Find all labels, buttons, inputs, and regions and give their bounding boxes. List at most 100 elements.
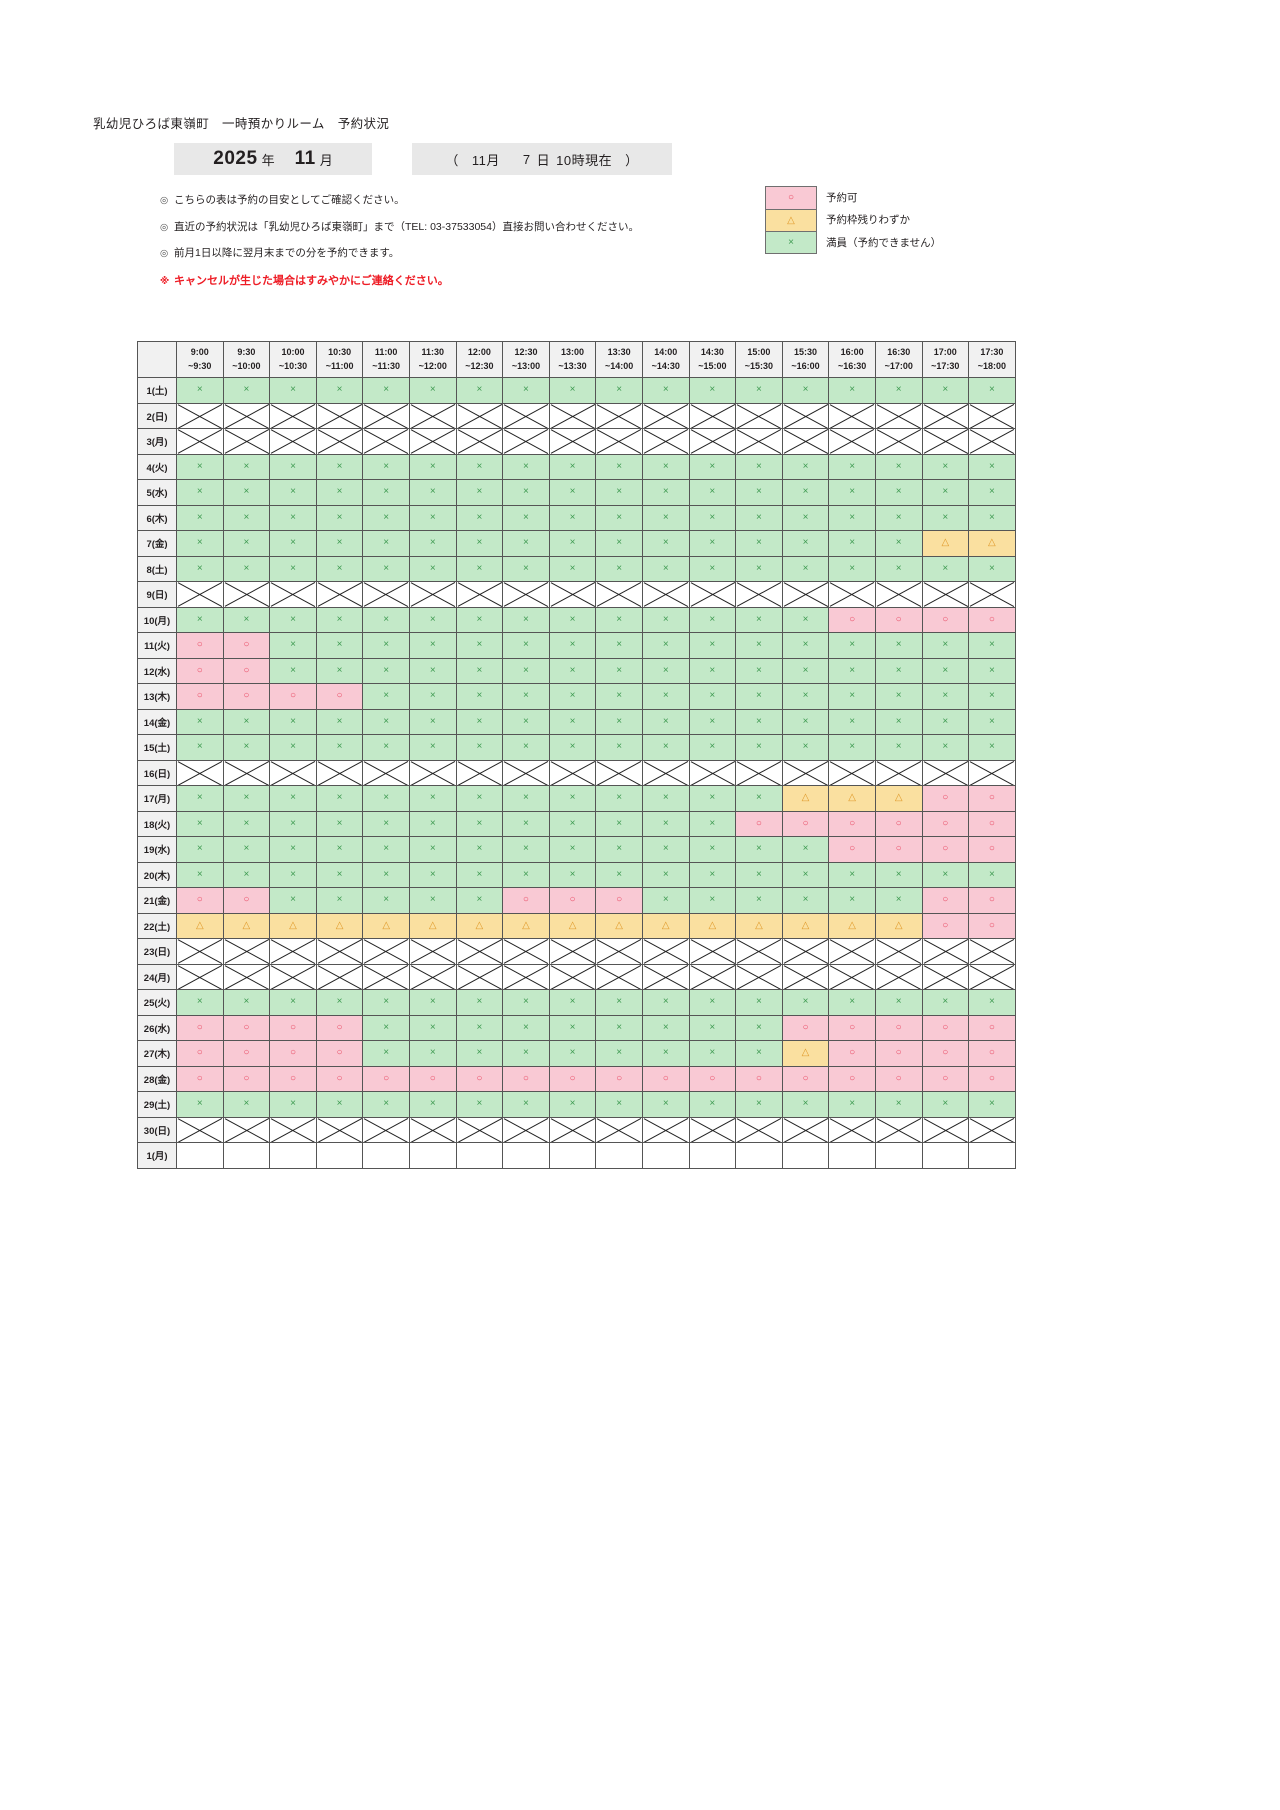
status-cell-available[interactable]: ○ [968,606,1016,633]
status-cell-limited[interactable]: △ [968,530,1016,557]
status-cell-limited[interactable]: △ [222,912,271,939]
status-cell-available[interactable]: ○ [269,1014,317,1041]
status-cell-available[interactable]: ○ [968,912,1016,939]
status-cell-available[interactable]: ○ [269,1065,317,1092]
status-cell-available[interactable]: ○ [269,1040,317,1067]
status-cell-limited[interactable]: △ [781,1040,830,1067]
status-cell-available[interactable]: ○ [921,1040,970,1067]
status-cell-available[interactable]: ○ [688,1065,737,1092]
status-cell-limited[interactable]: △ [176,912,224,939]
status-cell-available[interactable]: ○ [269,683,317,710]
status-cell-limited[interactable]: △ [502,912,550,939]
status-cell-available[interactable]: ○ [874,606,923,633]
status-cell-full: × [408,504,457,531]
status-cell-available[interactable]: ○ [315,1014,364,1041]
status-cell-available[interactable]: ○ [968,1014,1016,1041]
status-cell-available[interactable]: ○ [781,810,830,837]
status-cell-limited[interactable]: △ [781,912,830,939]
status-cell-limited[interactable]: △ [641,912,690,939]
status-cell-available[interactable]: ○ [968,1040,1016,1067]
status-cell-available[interactable]: ○ [222,1065,271,1092]
time-slot-start: 16:30 [887,347,911,358]
status-cell-available[interactable]: ○ [968,785,1016,812]
status-cell-closed [362,428,410,455]
status-cell-available[interactable]: ○ [828,836,876,863]
status-cell-limited[interactable]: △ [548,912,597,939]
status-cell-available[interactable]: ○ [828,810,876,837]
status-cell-available[interactable]: ○ [222,1040,271,1067]
status-cell-available[interactable]: ○ [595,887,643,914]
status-cell-limited[interactable]: △ [408,912,457,939]
status-cell-limited[interactable]: △ [828,912,876,939]
status-cell-full: × [735,1091,783,1118]
status-cell-limited[interactable]: △ [688,912,737,939]
status-cell-available[interactable]: ○ [781,1014,830,1041]
status-cell-available[interactable]: ○ [362,1065,410,1092]
status-cell-available[interactable]: ○ [548,887,597,914]
status-cell-available[interactable]: ○ [874,810,923,837]
status-cell-available[interactable]: ○ [921,606,970,633]
status-cell-available[interactable]: ○ [222,657,271,684]
status-cell-available[interactable]: ○ [828,1040,876,1067]
status-cell-available[interactable]: ○ [641,1065,690,1092]
status-cell-available[interactable]: ○ [968,1065,1016,1092]
status-cell-full: × [874,555,923,582]
status-cell-available[interactable]: ○ [874,1040,923,1067]
status-cell-available[interactable]: ○ [921,836,970,863]
status-cell-available[interactable]: ○ [921,785,970,812]
status-cell-limited[interactable]: △ [595,912,643,939]
status-cell-available[interactable]: ○ [828,606,876,633]
status-cell-limited[interactable]: △ [735,912,783,939]
status-cell-available[interactable]: ○ [315,1040,364,1067]
status-cell-available[interactable]: ○ [874,1065,923,1092]
status-cell-closed [502,581,550,608]
status-cell-limited[interactable]: △ [921,530,970,557]
status-cell-available[interactable]: ○ [455,1065,504,1092]
status-cell-full: × [408,530,457,557]
status-cell-limited[interactable]: △ [828,785,876,812]
status-cell-available[interactable]: ○ [502,1065,550,1092]
status-cell-limited[interactable]: △ [362,912,410,939]
status-cell-available[interactable]: ○ [222,1014,271,1041]
status-cell-limited[interactable]: △ [269,912,317,939]
status-cell-available[interactable]: ○ [921,810,970,837]
status-cell-available[interactable]: ○ [176,657,224,684]
status-cell-limited[interactable]: △ [455,912,504,939]
status-cell-available[interactable]: ○ [874,836,923,863]
day-label: 14(金) [137,708,177,735]
status-cell-available[interactable]: ○ [315,1065,364,1092]
status-cell-available[interactable]: ○ [968,836,1016,863]
status-cell-limited[interactable]: △ [874,785,923,812]
status-cell-available[interactable]: ○ [176,632,224,659]
status-cell-available[interactable]: ○ [921,1065,970,1092]
status-cell-available[interactable]: ○ [781,1065,830,1092]
status-cell-full: × [874,453,923,480]
status-cell-available[interactable]: ○ [176,887,224,914]
status-cell-available[interactable]: ○ [176,683,224,710]
status-cell-available[interactable]: ○ [968,810,1016,837]
status-cell-limited[interactable]: △ [781,785,830,812]
status-cell-available[interactable]: ○ [874,1014,923,1041]
status-cell-available[interactable]: ○ [968,887,1016,914]
status-cell-limited[interactable]: △ [315,912,364,939]
status-cell-available[interactable]: ○ [176,1065,224,1092]
status-cell-available[interactable]: ○ [222,632,271,659]
status-cell-available[interactable]: ○ [548,1065,597,1092]
status-cell-available[interactable]: ○ [315,683,364,710]
status-cell-available[interactable]: ○ [921,887,970,914]
status-cell-available[interactable]: ○ [921,1014,970,1041]
status-cell-limited[interactable]: △ [874,912,923,939]
status-cell-available[interactable]: ○ [176,1014,224,1041]
status-cell-available[interactable]: ○ [595,1065,643,1092]
status-cell-available[interactable]: ○ [828,1065,876,1092]
status-cell-available[interactable]: ○ [735,810,783,837]
status-cell-available[interactable]: ○ [735,1065,783,1092]
status-cell-available[interactable]: ○ [408,1065,457,1092]
status-cell-available[interactable]: ○ [828,1014,876,1041]
status-cell-available[interactable]: ○ [222,683,271,710]
status-cell-full: × [315,504,364,531]
status-cell-available[interactable]: ○ [222,887,271,914]
status-cell-available[interactable]: ○ [921,912,970,939]
status-cell-available[interactable]: ○ [176,1040,224,1067]
status-cell-available[interactable]: ○ [502,887,550,914]
